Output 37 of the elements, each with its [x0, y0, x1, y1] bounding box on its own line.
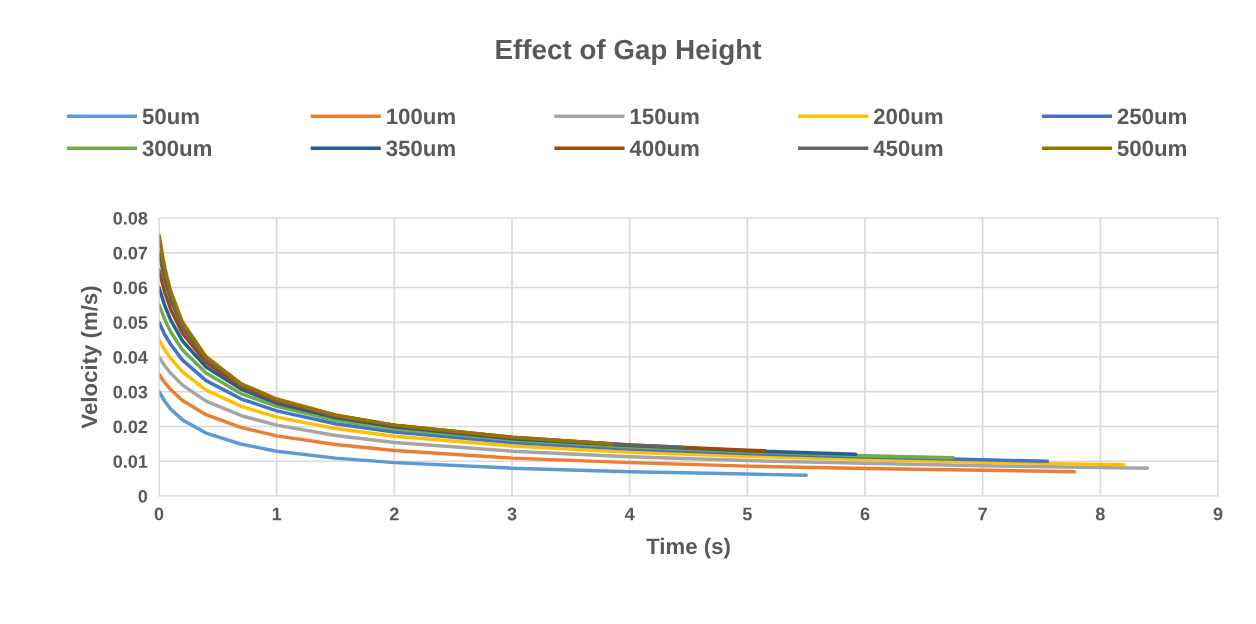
y-tick-label: 0.06 — [113, 281, 148, 295]
line-series — [159, 372, 1077, 474]
y-axis-title: Velocity (m/s) — [80, 286, 102, 429]
y-tick-label: 0.07 — [113, 246, 148, 260]
y-tick-label: 0 — [138, 489, 148, 503]
y-tick-label: 0.03 — [113, 385, 148, 399]
y-tick-label: 0.02 — [113, 420, 148, 434]
legend-label: 150um — [630, 108, 699, 125]
x-axis-title: Time (s) — [646, 537, 730, 559]
x-tick-label: 0 — [154, 507, 164, 521]
legend-label: 100um — [387, 108, 455, 125]
x-tick-label: 4 — [624, 507, 635, 521]
x-tick-label: 7 — [978, 507, 987, 521]
legend-label: 400um — [629, 140, 699, 157]
legend-label: 200um — [873, 108, 943, 125]
x-tick-label: 6 — [860, 507, 870, 521]
x-tick-label: 5 — [742, 507, 752, 521]
x-tick-label: 3 — [507, 507, 517, 521]
y-tick-label: 0.01 — [113, 455, 148, 468]
y-tick-label: 0.05 — [113, 316, 148, 329]
chart-title: Effect of Gap Height — [496, 38, 762, 66]
line-series — [159, 233, 614, 446]
legend-label: 350um — [386, 140, 455, 157]
legend-label: 300um — [142, 140, 212, 157]
x-tick-label: 1 — [272, 507, 282, 521]
line-series — [159, 390, 808, 477]
legend-label: 50um — [142, 108, 199, 125]
legend-label: 250um — [1117, 108, 1186, 125]
line-series — [159, 355, 1150, 470]
x-tick-label: 2 — [389, 507, 399, 521]
line-series — [159, 337, 1126, 467]
x-tick-label: 8 — [1095, 507, 1105, 521]
legend-label: 450um — [873, 140, 943, 157]
x-tick-label: 9 — [1213, 507, 1223, 521]
legend-label: 500um — [1117, 140, 1186, 157]
y-tick-label: 0.04 — [113, 350, 148, 364]
y-tick-label: 0.08 — [113, 211, 148, 225]
